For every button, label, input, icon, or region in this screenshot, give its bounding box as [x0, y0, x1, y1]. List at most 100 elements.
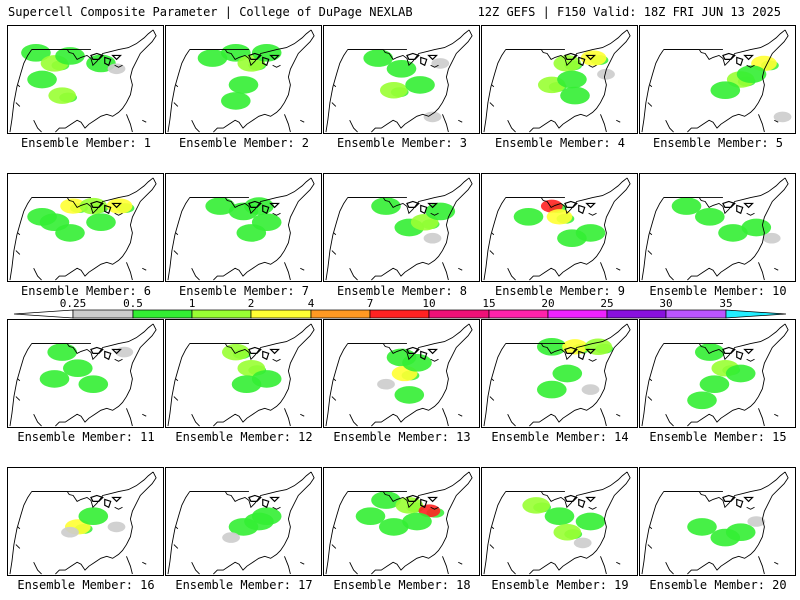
scp-contour [718, 224, 748, 242]
coastline [647, 212, 779, 281]
scp-contour [86, 213, 116, 232]
member-label: Ensemble Member: 4 [494, 136, 626, 150]
coastline [167, 323, 315, 427]
map-panel-8 [323, 173, 480, 282]
member-label: Ensemble Member: 7 [178, 284, 310, 298]
scp-contour [363, 49, 394, 67]
scale-tick-label: 0.25 [59, 297, 87, 310]
scale-tick-label: 1 [188, 297, 196, 310]
scp-contour [55, 224, 85, 242]
map-panel-13 [323, 319, 480, 428]
scp-contour [379, 81, 408, 99]
scp-contour [597, 68, 615, 80]
scp-contour [394, 386, 425, 404]
scp-contour [251, 507, 282, 526]
scale-tick-label: 20 [541, 297, 555, 310]
great-lakes-outline [248, 346, 280, 361]
scp-contour [251, 213, 282, 232]
great-lakes-outline [564, 346, 596, 361]
scale-tick-label: 25 [600, 297, 614, 310]
scale-segment [72, 309, 134, 319]
member-label: Ensemble Member: 18 [333, 578, 471, 592]
member-label: Ensemble Member: 13 [333, 430, 471, 444]
coastline [15, 506, 147, 575]
scp-contour [355, 507, 386, 526]
great-lakes-outline [564, 200, 596, 215]
scp-contour [710, 81, 741, 100]
coastline [325, 29, 473, 133]
great-lakes-outline [248, 52, 280, 67]
scp-contour [402, 512, 432, 531]
scp-contour [107, 521, 126, 533]
scale-segment [250, 309, 312, 319]
map-panel-3 [323, 25, 480, 134]
coastline [9, 471, 157, 575]
scp-contour [575, 224, 606, 242]
scp-contour [762, 232, 781, 244]
great-lakes-outline [90, 494, 122, 509]
scp-contour [78, 507, 109, 526]
scp-contour [423, 111, 442, 123]
scp-contour [694, 207, 725, 226]
scp-contour [671, 197, 702, 215]
coastline [331, 212, 463, 281]
scp-contour [573, 537, 592, 549]
scp-contour [371, 197, 401, 215]
coastline [167, 29, 315, 133]
coastline [167, 471, 315, 575]
great-lakes-outline [90, 346, 122, 361]
coastline [647, 506, 779, 575]
scp-contour [39, 370, 70, 388]
scp-contour [27, 70, 57, 89]
great-lakes-outline [722, 494, 754, 509]
scp-contour [694, 343, 725, 361]
coastline [489, 64, 621, 133]
member-label: Ensemble Member: 8 [336, 284, 468, 298]
scp-contour [78, 375, 109, 394]
coastline [647, 64, 779, 133]
great-lakes-outline [90, 52, 122, 67]
page-title: Supercell Composite Parameter | College … [8, 5, 413, 19]
coastline [331, 358, 463, 427]
scale-tick-label: 35 [719, 297, 733, 310]
coastline [483, 177, 631, 281]
coastline [173, 64, 305, 133]
scp-contour [60, 198, 86, 214]
scp-contour [61, 526, 79, 538]
member-label: Ensemble Member: 20 [649, 578, 787, 592]
coastline [173, 212, 305, 281]
coastline [489, 506, 621, 575]
coastline [15, 212, 147, 281]
member-label: Ensemble Member: 10 [649, 284, 787, 298]
coastline [483, 323, 631, 427]
scale-tick-label: 10 [422, 297, 436, 310]
great-lakes-outline [248, 200, 280, 215]
map-panel-7 [165, 173, 322, 282]
member-label: Ensemble Member: 19 [491, 578, 629, 592]
coastline [9, 29, 157, 133]
coastline [325, 177, 473, 281]
scp-contour [378, 518, 409, 536]
map-panel-17 [165, 467, 322, 576]
scale-tick-label: 30 [659, 297, 673, 310]
map-panel-19 [481, 467, 638, 576]
scp-contour [62, 359, 93, 378]
map-panel-16 [7, 467, 164, 576]
member-label: Ensemble Member: 15 [649, 430, 787, 444]
scp-contour [220, 92, 251, 110]
great-lakes-outline [90, 200, 122, 215]
scp-contour [48, 87, 77, 104]
scp-contour [562, 339, 588, 355]
scale-tick-label: 0.5 [123, 297, 143, 310]
scp-contour [513, 207, 544, 226]
scp-contour [736, 65, 767, 84]
member-label: Ensemble Member: 5 [652, 136, 784, 150]
scp-contour [79, 197, 108, 215]
great-lakes-outline [406, 494, 438, 509]
scp-contour [222, 532, 240, 543]
great-lakes-outline [406, 52, 438, 67]
coastline [641, 177, 789, 281]
scp-contour [699, 375, 730, 394]
great-lakes-outline [722, 346, 754, 361]
great-lakes-outline [406, 200, 438, 215]
